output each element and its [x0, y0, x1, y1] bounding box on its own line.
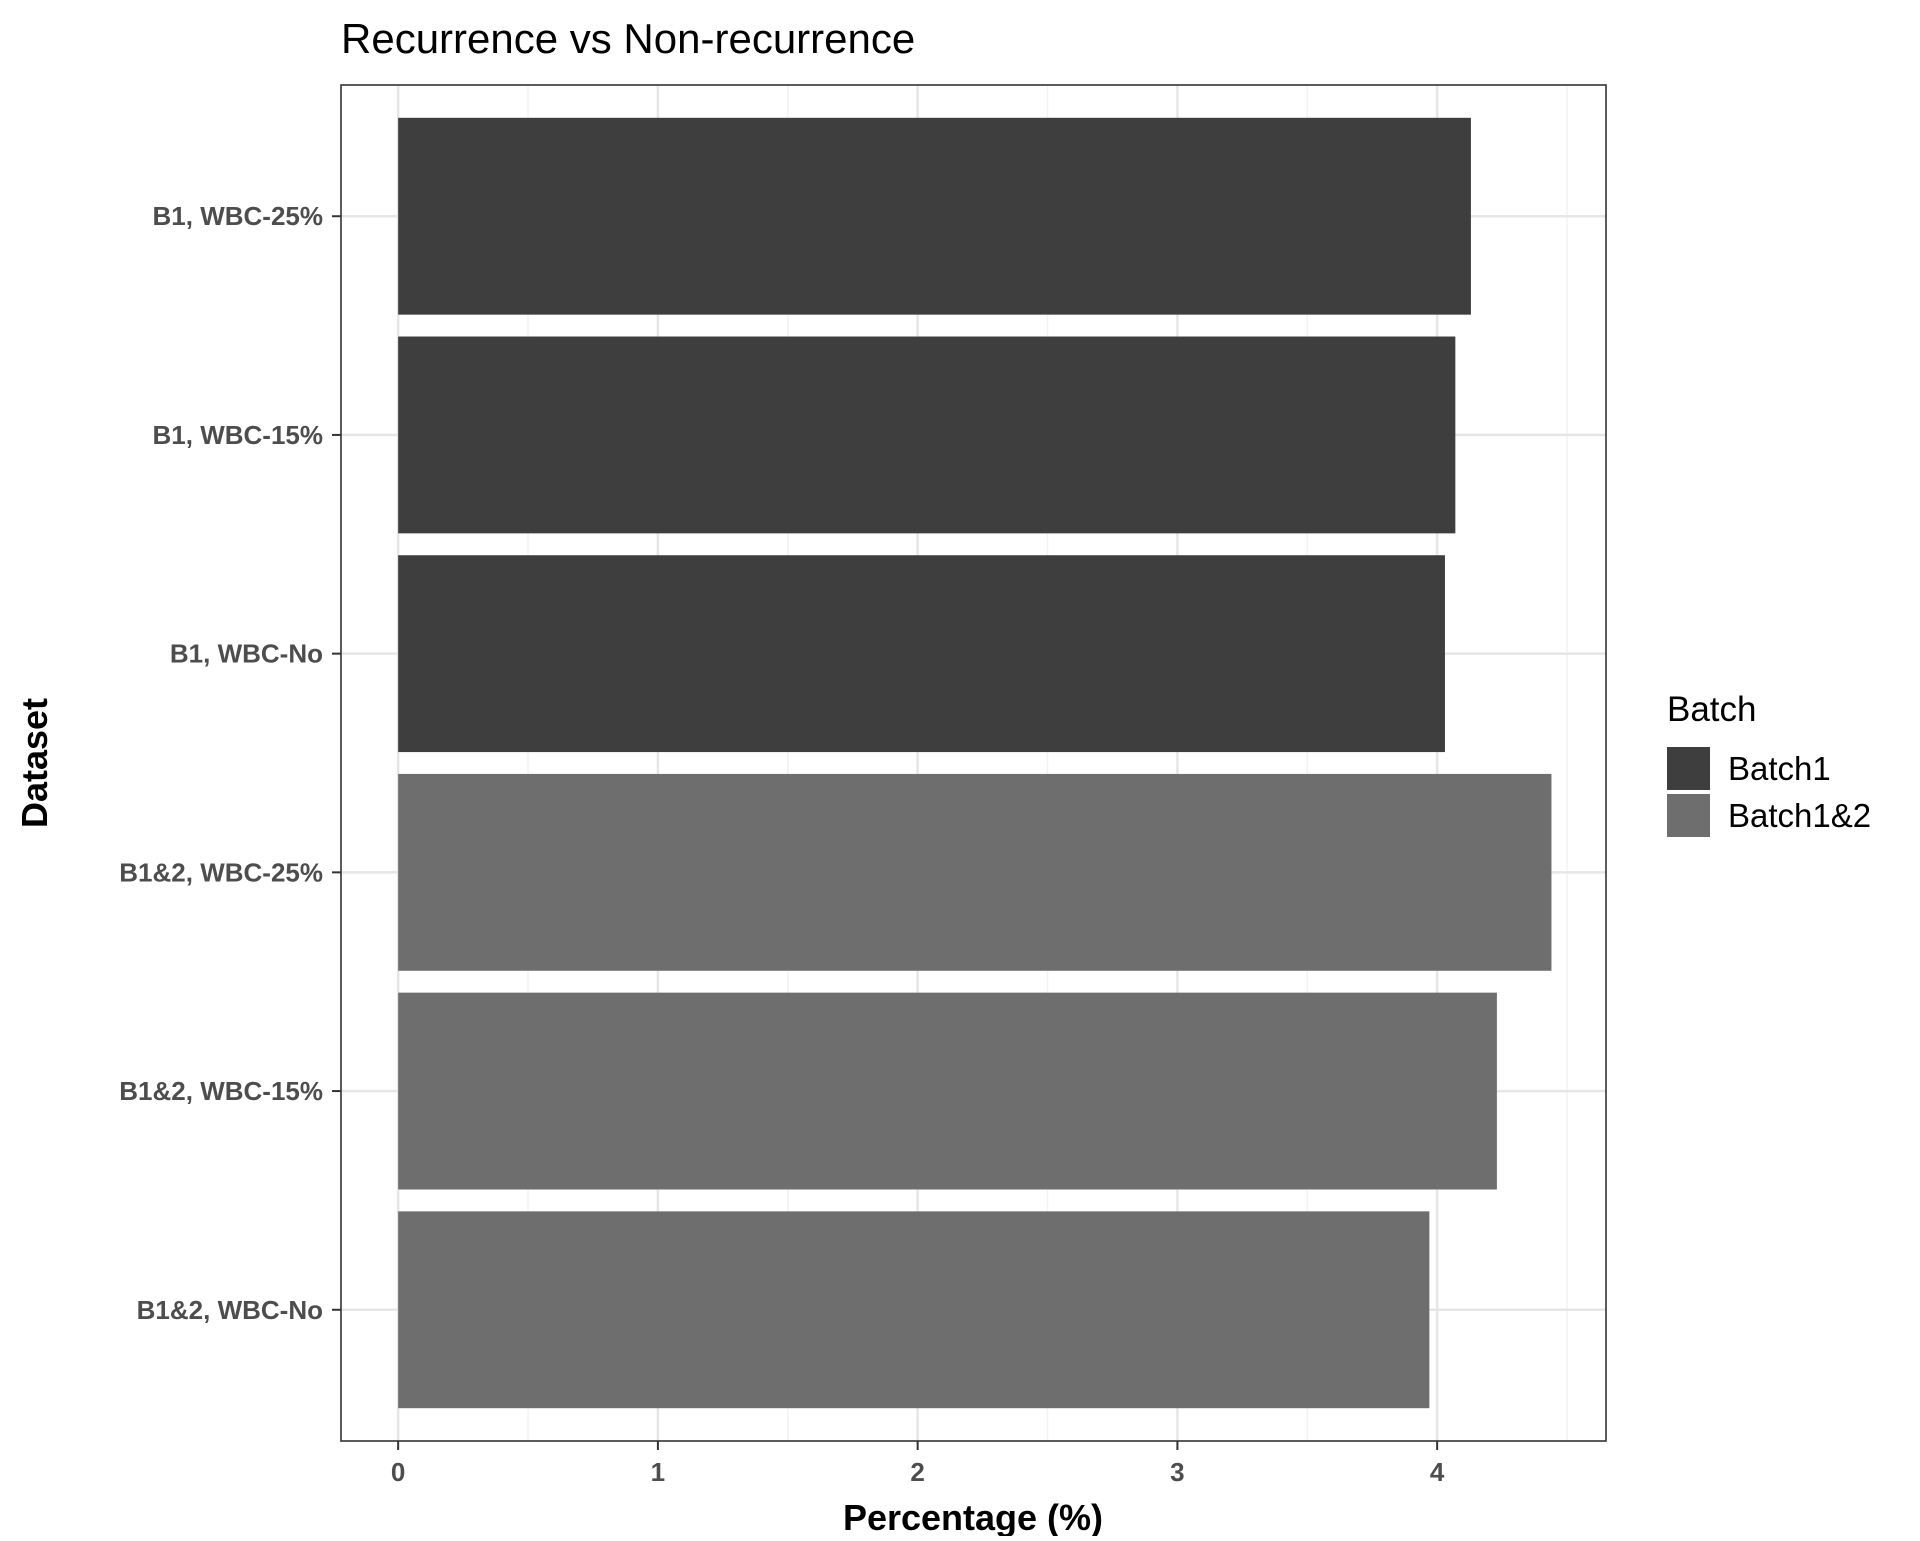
bar — [398, 336, 1456, 534]
legend-title: Batch — [1667, 690, 1757, 729]
x-tick-label: 0 — [391, 1457, 405, 1487]
legend-swatch — [1667, 747, 1710, 790]
y-tick-label: B1, WBC-25% — [153, 201, 323, 231]
bar — [398, 555, 1445, 753]
panel-border — [340, 84, 1607, 1442]
legend-swatch — [1667, 794, 1710, 837]
x-tick-label: 1 — [651, 1457, 665, 1487]
legend: Batch Batch1 Batch1&2 — [1667, 690, 1871, 837]
bar — [398, 992, 1497, 1190]
y-axis-title: Dataset — [14, 698, 55, 828]
x-axis-title: Percentage (%) — [843, 1497, 1103, 1536]
legend-label: Batch1&2 — [1728, 797, 1871, 834]
bar — [398, 1211, 1430, 1409]
chart-title: Recurrence vs Non-recurrence — [341, 15, 915, 62]
x-tick-label: 3 — [1170, 1457, 1184, 1487]
bar — [398, 117, 1471, 315]
y-tick-label: B1&2, WBC-No — [137, 1295, 323, 1325]
bar-layer — [398, 117, 1552, 1409]
legend-items: Batch1 Batch1&2 — [1667, 747, 1871, 837]
legend-label: Batch1 — [1728, 750, 1831, 787]
axis-layer: 0 1 2 3 4 B1, WBC-25% B1, WBC-15% B1, WBC-No B1&… — [119, 201, 1445, 1487]
bar — [398, 773, 1552, 971]
x-tick-label: 2 — [910, 1457, 924, 1487]
y-tick-label: B1, WBC-No — [170, 639, 323, 669]
x-tick-label: 4 — [1430, 1457, 1445, 1487]
y-tick-label: B1&2, WBC-15% — [119, 1076, 323, 1106]
y-tick-label: B1&2, WBC-25% — [119, 857, 323, 887]
y-tick-label: B1, WBC-15% — [153, 420, 323, 450]
